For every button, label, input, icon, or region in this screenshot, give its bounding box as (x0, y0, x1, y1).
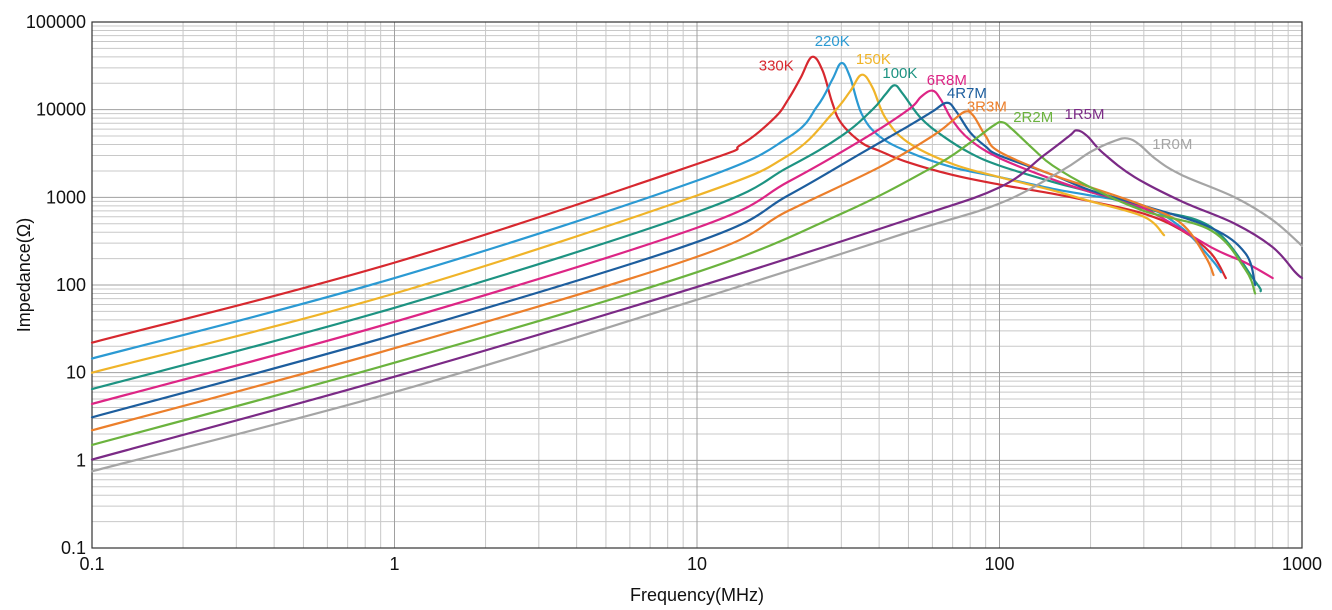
series-line-150k (90, 73, 1166, 374)
series-line-330k (90, 55, 1227, 344)
series-line-100k (90, 84, 1262, 391)
series-label-4r7m: 4R7M (947, 85, 987, 102)
series-line-1r0m (90, 137, 1304, 473)
y-tick-label: 0.1 (61, 538, 86, 558)
x-tick-label: 1 (389, 554, 399, 574)
series-line-2r2m (90, 120, 1257, 446)
plot-frame (91, 21, 1303, 549)
x-axis-label: Frequency(MHz) (630, 585, 764, 605)
y-tick-label: 1000 (46, 187, 86, 207)
grid-lines (91, 21, 1303, 549)
x-tick-label: 1000 (1282, 554, 1322, 574)
series-line-6r8m (90, 89, 1274, 406)
x-tick-label: 0.1 (79, 554, 104, 574)
x-tick-label: 100 (984, 554, 1014, 574)
series-label-100k: 100K (882, 65, 917, 82)
series-label-330k: 330K (759, 57, 794, 74)
series-line-3r3m (90, 110, 1215, 432)
series-label-2r2m: 2R2M (1013, 109, 1053, 126)
series-label-1r0m: 1R0M (1152, 136, 1192, 153)
tick-labels: 0.1 1 10 100 1000 0.1 1 10 100 1000 10000 100000 (26, 12, 1322, 574)
series-label-220k: 220K (815, 33, 850, 50)
y-tick-label: 10 (66, 363, 86, 383)
x-tick-label: 10 (687, 554, 707, 574)
y-tick-label: 1 (76, 450, 86, 470)
series-label-150k: 150K (856, 51, 891, 68)
series-line-1r5m (90, 129, 1304, 461)
series-label-6r8m: 6R8M (927, 72, 967, 89)
series-lines (90, 55, 1304, 473)
y-tick-label: 10000 (36, 100, 86, 120)
series-label-3r3m: 3R3M (967, 99, 1007, 116)
plot-border (91, 21, 1303, 549)
y-axis-label: Impedance(Ω) (14, 218, 34, 333)
series-line-4r7m (90, 101, 1257, 419)
series-label-1r5m: 1R5M (1064, 106, 1104, 123)
y-tick-label: 100 (56, 275, 86, 295)
y-tick-label: 100000 (26, 12, 86, 32)
